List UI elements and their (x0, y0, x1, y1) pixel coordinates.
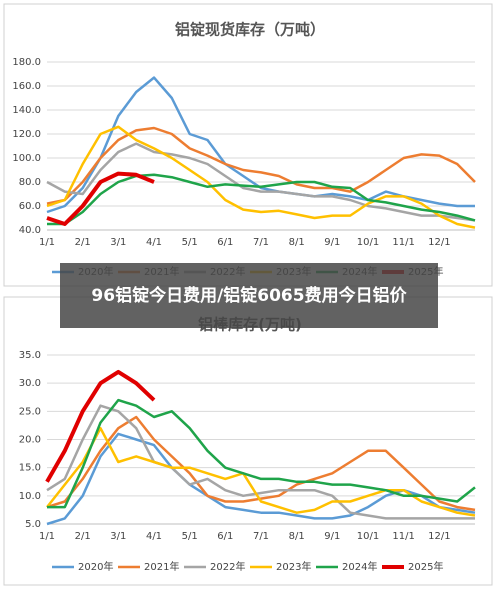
x-tick-label: 10/1 (357, 237, 379, 248)
series-line (46, 125, 476, 229)
x-tick-label: 11/1 (392, 531, 414, 542)
legend-label: 2020年 (78, 560, 113, 573)
y-tick-label: 15.0 (19, 463, 41, 474)
y-tick-label: 25.0 (19, 406, 41, 417)
series-line (46, 426, 476, 517)
x-tick-label: 11/1 (392, 237, 414, 248)
x-tick-label: 7/1 (253, 237, 269, 248)
x-tick-label: 12/1 (428, 237, 450, 248)
series-line (46, 415, 476, 512)
legend-label: 2025年 (408, 560, 443, 573)
legend-label: 2021年 (144, 560, 179, 573)
y-tick-label: 100.0 (12, 153, 41, 164)
y-tick-label: 80.0 (19, 177, 41, 188)
series-line (47, 398, 476, 509)
banner: 96铝锭今日费用/铝锭6065费用今日铝价 (60, 263, 438, 328)
chart-title: 铝锭现货库存（万吨） (175, 21, 325, 39)
y-tick-label: 160.0 (12, 81, 41, 92)
x-tick-label: 5/1 (182, 237, 198, 248)
y-tick-label: 30.0 (19, 378, 41, 389)
x-tick-label: 2/1 (75, 237, 91, 248)
x-tick-label: 4/1 (146, 237, 162, 248)
x-tick-label: 9/1 (324, 237, 340, 248)
y-tick-label: 5.0 (25, 519, 41, 530)
y-tick-label: 180.0 (12, 57, 41, 68)
series-line (46, 126, 476, 205)
x-tick-label: 1/1 (39, 531, 55, 542)
x-tick-label: 1/1 (39, 237, 55, 248)
series-line (47, 173, 476, 226)
series-line (46, 404, 475, 520)
y-tick-label: 60.0 (19, 201, 41, 212)
x-tick-label: 12/1 (428, 531, 450, 542)
x-tick-label: 8/1 (289, 237, 305, 248)
legend-label: 2024年 (342, 560, 377, 573)
x-tick-label: 6/1 (217, 531, 233, 542)
x-tick-label: 8/1 (289, 531, 305, 542)
y-tick-label: 120.0 (12, 129, 41, 140)
series-line (46, 142, 476, 222)
y-tick-label: 10.0 (19, 491, 41, 502)
x-tick-label: 10/1 (357, 531, 379, 542)
legend-label: 2023年 (276, 560, 311, 573)
x-tick-label: 7/1 (253, 531, 269, 542)
y-tick-label: 140.0 (12, 105, 41, 116)
x-tick-label: 6/1 (217, 237, 233, 248)
series-line (46, 171, 155, 226)
y-tick-label: 35.0 (19, 350, 41, 361)
x-tick-label: 3/1 (110, 531, 126, 542)
x-tick-label: 5/1 (182, 531, 198, 542)
series-line (45, 369, 156, 483)
y-tick-label: 20.0 (19, 435, 41, 446)
x-tick-label: 9/1 (324, 531, 340, 542)
x-tick-label: 4/1 (146, 531, 162, 542)
x-tick-label: 3/1 (110, 237, 126, 248)
x-tick-label: 2/1 (75, 531, 91, 542)
legend-label: 2022年 (210, 560, 245, 573)
y-tick-label: 40.0 (19, 225, 41, 236)
